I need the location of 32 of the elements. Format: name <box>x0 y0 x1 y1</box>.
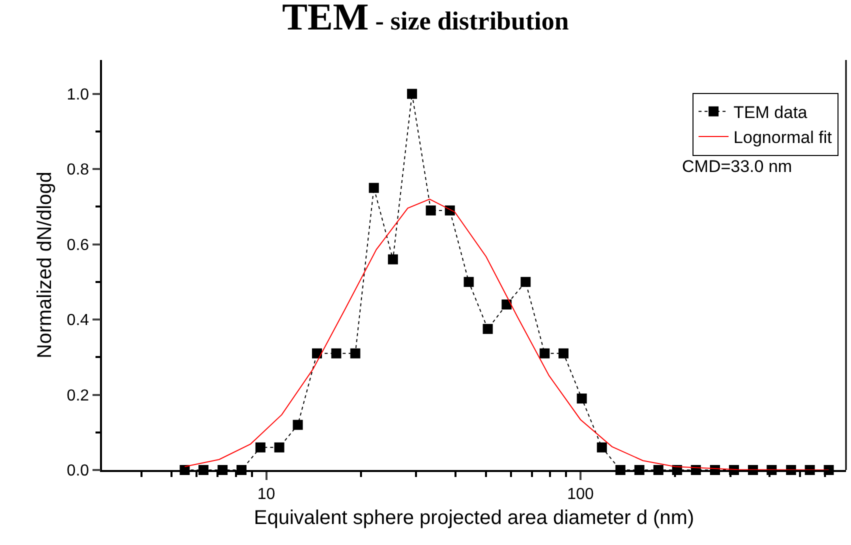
point <box>502 300 512 310</box>
point <box>520 276 531 287</box>
legend-label: TEM data <box>734 102 808 122</box>
point <box>482 324 493 334</box>
point <box>292 420 303 430</box>
point <box>596 442 607 452</box>
y-axis-title: Normalized dN/dlogd <box>34 172 56 358</box>
y-tick-label: 0.0 <box>66 462 90 480</box>
point <box>350 348 360 358</box>
chart-title: TEM - size distribution <box>282 0 570 38</box>
x-tick-label: 100 <box>567 486 594 503</box>
legend-label: Lognormal fit <box>734 128 832 148</box>
point <box>312 348 322 358</box>
point <box>331 348 342 358</box>
y-tick-label: 0.4 <box>66 312 90 330</box>
x-axis-title: Equivalent sphere projected area diameter d (nm) <box>254 506 694 529</box>
point <box>274 442 284 452</box>
y-tick-label: 0.8 <box>66 162 90 179</box>
y-tick-label: 1.0 <box>66 86 90 104</box>
point <box>426 205 436 216</box>
point <box>407 88 418 99</box>
y-tick-label: 0.2 <box>66 387 90 404</box>
y-tick-label: 0.6 <box>66 236 90 254</box>
point <box>255 442 266 452</box>
point <box>576 394 587 404</box>
x-tick-label: 10 <box>257 486 276 503</box>
annotation: CMD=33.0 nm <box>682 157 792 176</box>
point <box>464 276 474 287</box>
point <box>388 254 398 264</box>
point <box>558 348 568 358</box>
point <box>368 182 379 193</box>
point <box>540 348 550 358</box>
